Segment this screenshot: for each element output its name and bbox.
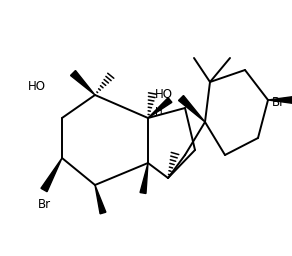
Polygon shape xyxy=(268,97,292,103)
Polygon shape xyxy=(178,95,205,122)
Text: Br: Br xyxy=(38,198,51,211)
Polygon shape xyxy=(71,70,95,95)
Polygon shape xyxy=(140,163,148,194)
Text: HO: HO xyxy=(28,80,46,93)
Text: HO: HO xyxy=(155,89,173,101)
Polygon shape xyxy=(95,185,106,214)
Polygon shape xyxy=(41,158,62,192)
Text: H: H xyxy=(155,107,163,117)
Polygon shape xyxy=(148,98,172,118)
Text: Br: Br xyxy=(272,95,285,109)
